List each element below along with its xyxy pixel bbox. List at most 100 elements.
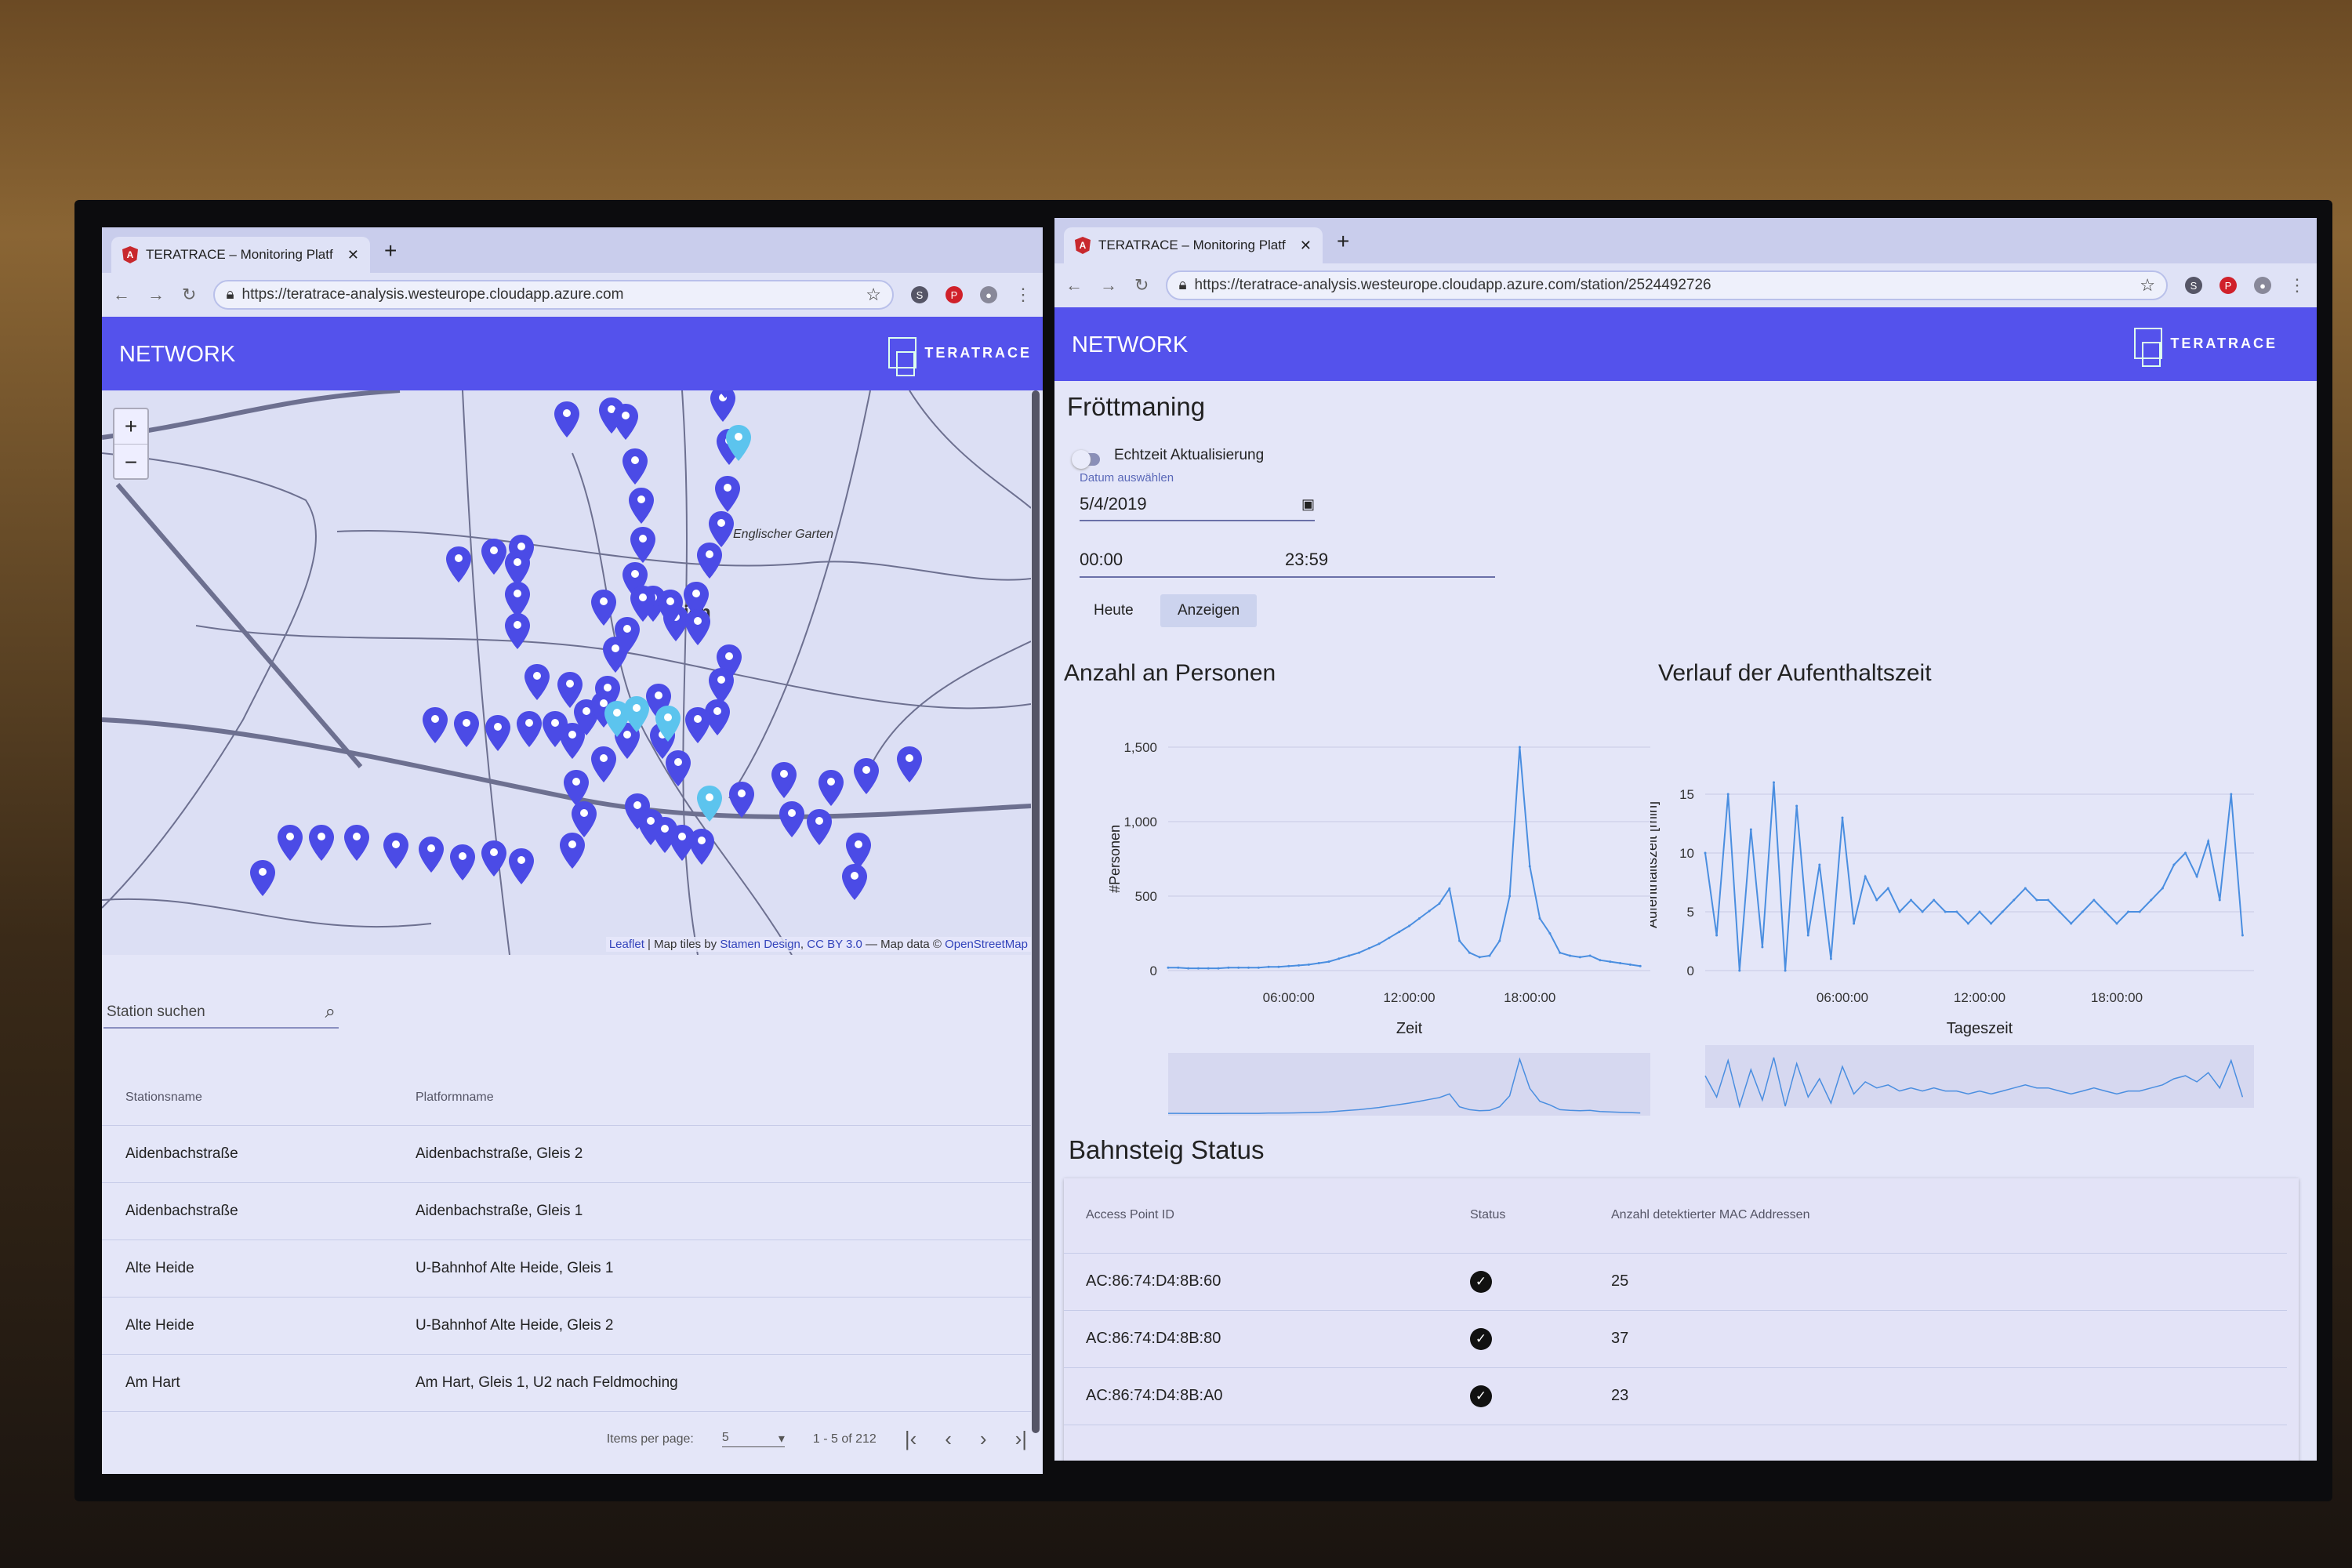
forward-icon[interactable]: →	[1100, 275, 1117, 295]
station-marker[interactable]	[664, 749, 692, 788]
browser-tab[interactable]: A TERATRACE – Monitoring Platf ✕	[111, 237, 370, 273]
station-marker[interactable]	[343, 823, 371, 862]
bookmark-star-icon[interactable]: ☆	[866, 285, 881, 304]
next-page-icon[interactable]: ›	[979, 1427, 987, 1450]
table-row[interactable]: Alte Heide U-Bahnhof Alte Heide, Gleis 2	[102, 1297, 1031, 1355]
station-marker[interactable]	[249, 858, 277, 898]
station-marker[interactable]	[515, 710, 543, 749]
profile-avatar-icon[interactable]: ●	[2254, 277, 2271, 294]
station-marker[interactable]	[817, 768, 845, 808]
station-marker[interactable]	[707, 510, 735, 549]
page-scrollbar[interactable]	[1032, 390, 1040, 1433]
station-marker[interactable]	[503, 580, 532, 619]
menu-dots-icon[interactable]: ⋮	[2288, 275, 2306, 295]
leaflet-link[interactable]: Leaflet	[608, 938, 644, 951]
menu-dots-icon[interactable]: ⋮	[1014, 285, 1032, 304]
table-row[interactable]: Am Hart Am Hart, Gleis 1, U2 nach Feldmoc…	[102, 1354, 1031, 1412]
show-button[interactable]: Anzeigen	[1160, 594, 1258, 627]
station-marker[interactable]	[503, 612, 532, 651]
station-marker[interactable]	[770, 760, 798, 800]
osm-link[interactable]: OpenStreetMap	[945, 938, 1028, 951]
station-marker[interactable]	[445, 545, 473, 584]
station-marker[interactable]	[603, 699, 631, 739]
station-marker[interactable]	[421, 706, 449, 745]
station-marker[interactable]	[684, 608, 712, 647]
station-marker[interactable]	[553, 400, 581, 439]
station-marker[interactable]	[562, 768, 590, 808]
table-row[interactable]: Aidenbachstraße Aidenbachstraße, Gleis 2	[102, 1125, 1031, 1183]
station-marker[interactable]	[590, 745, 618, 784]
station-marker[interactable]	[778, 800, 806, 839]
forward-icon[interactable]: →	[147, 285, 165, 304]
station-marker[interactable]	[682, 580, 710, 619]
station-marker[interactable]	[307, 823, 336, 862]
station-marker[interactable]	[629, 525, 657, 564]
column-header-platformname[interactable]: Platformname	[392, 1070, 1031, 1126]
station-marker[interactable]	[613, 615, 641, 655]
station-marker[interactable]	[724, 423, 753, 463]
station-marker[interactable]	[503, 549, 532, 588]
station-map[interactable]: Englischer Garten ich + − Leaflet | Map …	[102, 390, 1031, 955]
station-marker[interactable]	[695, 541, 724, 580]
today-button[interactable]: Heute	[1094, 602, 1134, 619]
station-marker[interactable]	[695, 784, 724, 823]
realtime-toggle[interactable]	[1072, 450, 1100, 469]
url-input[interactable]: 🔒︎ https://teratrace-analysis.westeurope…	[1166, 270, 2168, 300]
station-marker[interactable]	[711, 390, 739, 400]
back-icon[interactable]: ←	[1065, 275, 1083, 295]
reload-icon[interactable]: ↻	[182, 285, 197, 304]
station-marker[interactable]	[840, 862, 869, 902]
station-marker[interactable]	[688, 827, 716, 866]
extension-icon[interactable]: S	[2185, 277, 2202, 294]
station-marker[interactable]	[276, 823, 304, 862]
zoom-out-button[interactable]: −	[124, 449, 138, 474]
station-marker[interactable]	[895, 745, 924, 784]
station-marker[interactable]	[570, 800, 598, 839]
station-marker[interactable]	[668, 823, 696, 862]
reload-icon[interactable]: ↻	[1134, 275, 1149, 295]
last-page-icon[interactable]: ›|	[1014, 1427, 1027, 1450]
station-marker[interactable]	[507, 847, 535, 886]
station-marker[interactable]	[558, 831, 586, 870]
license-link[interactable]: CC BY 3.0	[807, 938, 862, 951]
station-marker[interactable]	[590, 588, 618, 627]
station-marker[interactable]	[805, 808, 833, 847]
station-marker[interactable]	[612, 402, 640, 441]
close-tab-icon[interactable]: ✕	[347, 246, 359, 263]
table-row[interactable]: Alte Heide U-Bahnhof Alte Heide, Gleis 1	[102, 1240, 1031, 1298]
station-marker[interactable]	[656, 588, 684, 627]
pinterest-icon[interactable]: P	[946, 286, 963, 303]
date-input[interactable]: 5/4/2019 ▣	[1080, 488, 1315, 521]
station-marker[interactable]	[448, 843, 477, 882]
browser-tab[interactable]: A TERATRACE – Monitoring Platf ✕	[1064, 227, 1323, 263]
new-tab-icon[interactable]: +	[1337, 229, 1350, 253]
station-marker[interactable]	[452, 710, 481, 749]
time-range-input[interactable]: 00:00 23:59	[1080, 543, 1495, 578]
calendar-icon[interactable]: ▣	[1301, 495, 1315, 512]
extension-icon[interactable]: S	[911, 286, 928, 303]
station-marker[interactable]	[621, 447, 649, 486]
station-search-input[interactable]: Station suchen ⌕	[103, 997, 339, 1029]
search-icon[interactable]: ⌕	[325, 1001, 336, 1022]
station-marker[interactable]	[558, 721, 586, 760]
station-marker[interactable]	[713, 474, 742, 514]
station-marker[interactable]	[654, 704, 682, 743]
station-marker[interactable]	[480, 839, 508, 878]
station-marker[interactable]	[627, 486, 655, 525]
previous-page-icon[interactable]: ‹	[945, 1427, 952, 1450]
station-marker[interactable]	[707, 666, 735, 706]
station-marker[interactable]	[852, 757, 880, 796]
station-marker[interactable]	[684, 706, 712, 745]
first-page-icon[interactable]: |‹	[904, 1427, 917, 1450]
items-per-page-select[interactable]: 5 ▾	[721, 1431, 785, 1447]
back-icon[interactable]: ←	[113, 285, 130, 304]
station-marker[interactable]	[382, 831, 410, 870]
column-header-stationsname[interactable]: Stationsname	[102, 1070, 392, 1126]
station-marker[interactable]	[844, 831, 873, 870]
station-marker[interactable]	[523, 662, 551, 702]
station-marker[interactable]	[480, 537, 508, 576]
station-marker[interactable]	[703, 698, 731, 737]
profile-avatar-icon[interactable]: ●	[980, 286, 997, 303]
station-marker[interactable]	[417, 835, 445, 874]
stamen-link[interactable]: Stamen Design	[720, 938, 800, 951]
